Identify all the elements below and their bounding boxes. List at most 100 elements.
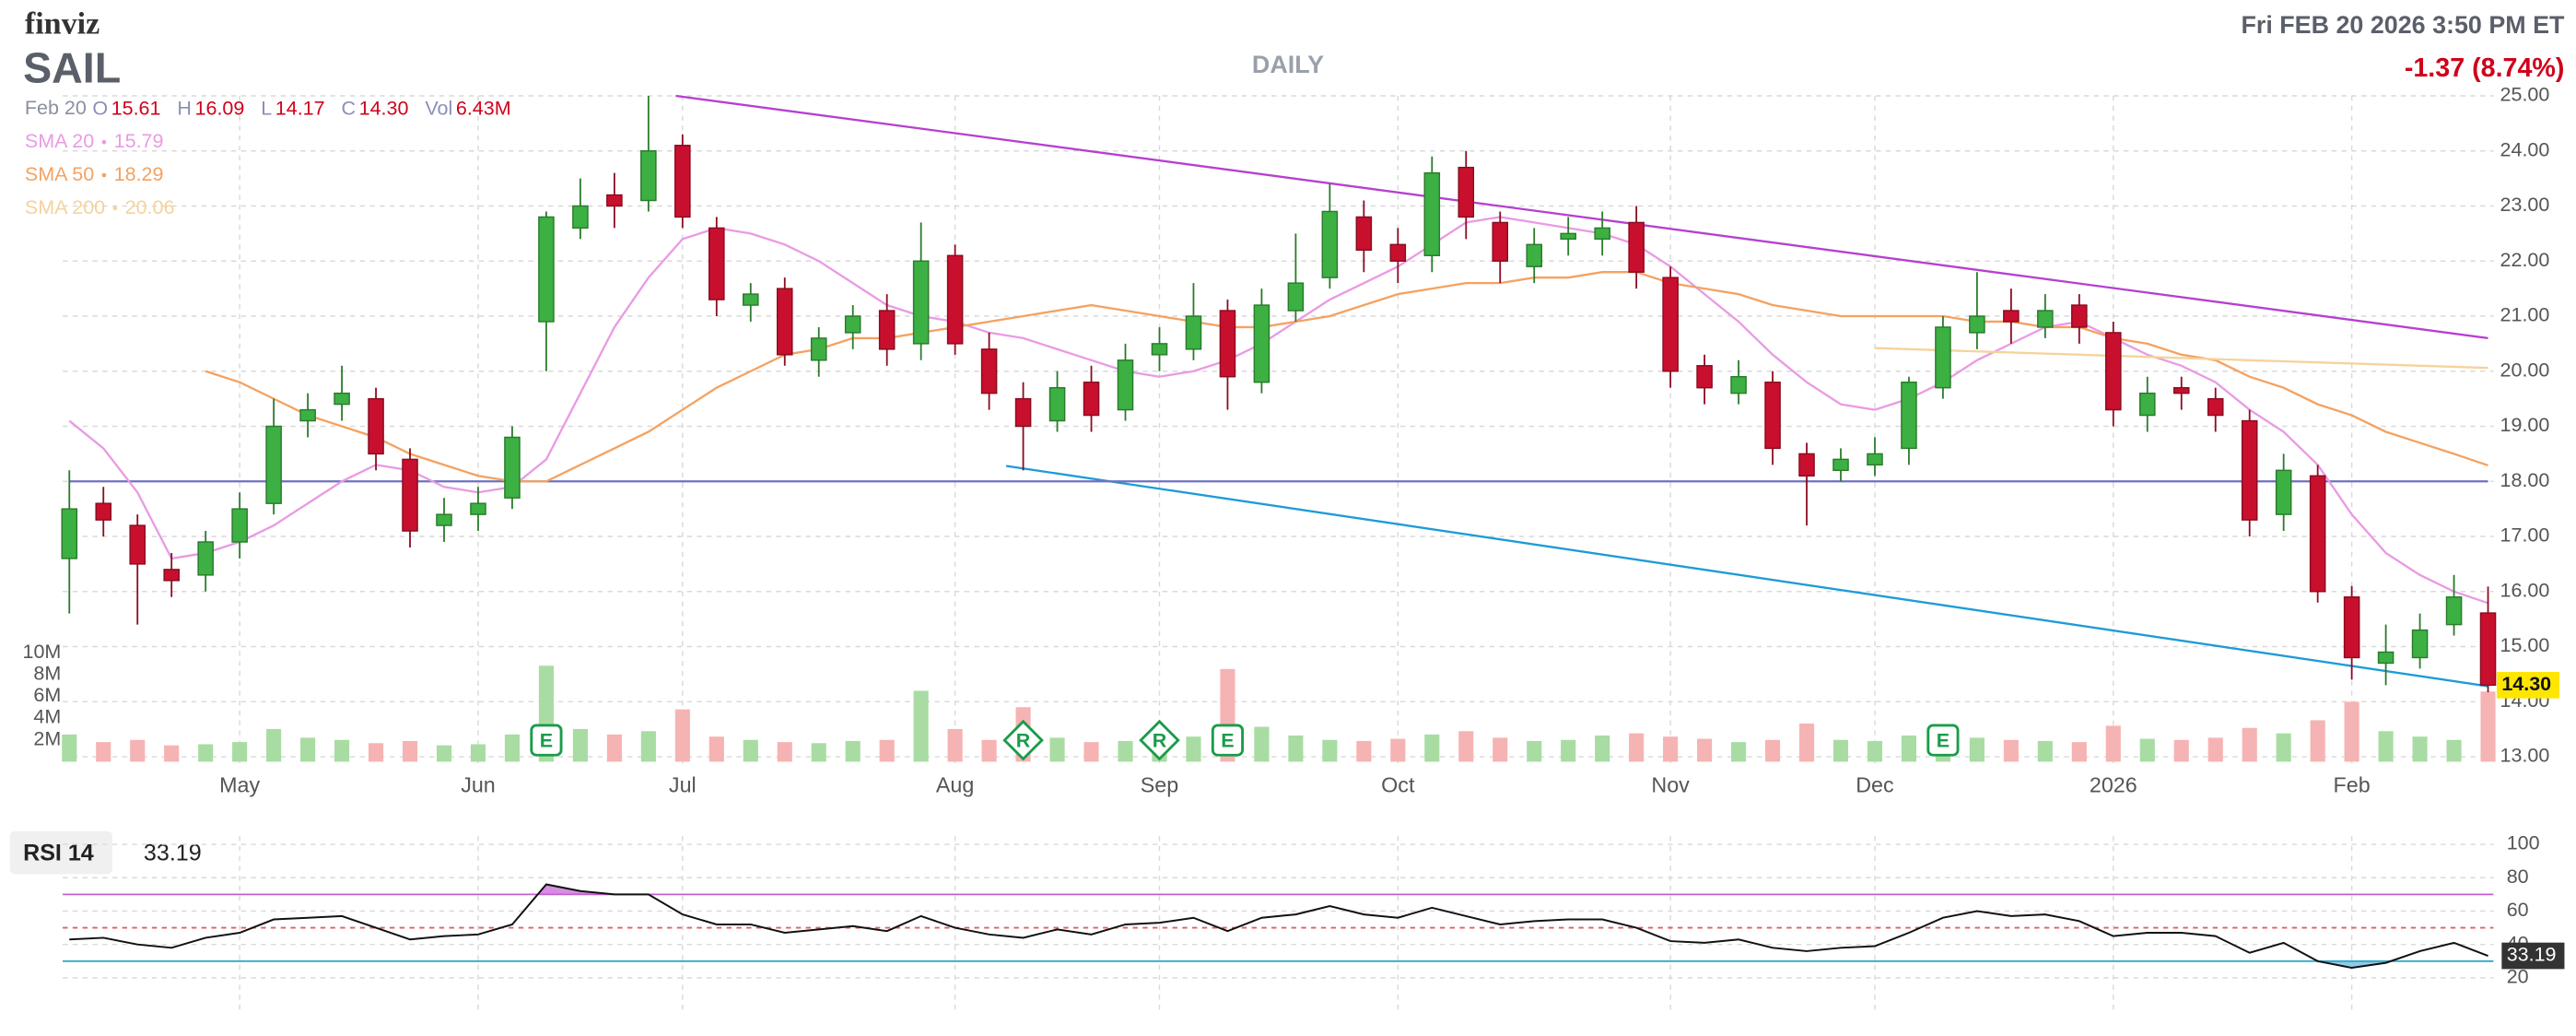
volume-bar [1118, 740, 1133, 762]
last-price-tag [2496, 672, 2560, 699]
volume-bar [368, 743, 384, 762]
info-label: O [92, 97, 108, 119]
volume-bar [2310, 720, 2325, 762]
candle-body [129, 524, 146, 565]
info-value: 14.30 [359, 97, 409, 119]
rsi-tick-label: 80 [2507, 865, 2529, 888]
datetime: Fri FEB 20 2026 3:50 PM ET [2241, 11, 2565, 39]
candle-body [231, 508, 248, 543]
last-price-label: 14.30 [2501, 673, 2551, 695]
volume-bar [1867, 740, 1883, 762]
volume-bar [96, 742, 111, 762]
y-tick-label: 21.00 [2500, 304, 2550, 326]
candle-body [436, 513, 452, 526]
sma-dot [101, 139, 107, 145]
volume-bar [2037, 740, 2053, 762]
x-tick-label: Aug [936, 772, 974, 796]
volume-bar [1288, 736, 1304, 762]
candle-body [2003, 310, 2020, 323]
sma-name: SMA 50 [25, 163, 94, 185]
volume-bar [2378, 731, 2394, 762]
candle-body [776, 288, 793, 356]
info-value: 15.61 [111, 97, 161, 119]
sma-line [1874, 347, 2488, 370]
candle-body [538, 216, 555, 323]
volume-tick-label: 10M [22, 641, 61, 663]
candle-body [1321, 210, 1339, 278]
y-tick-label: 25.00 [2500, 84, 2550, 106]
candle-body [1764, 381, 1781, 450]
y-tick-label: 15.00 [2500, 634, 2550, 656]
volume-bar [2071, 742, 2087, 762]
volume-bar [2173, 739, 2189, 762]
event-label: R [1016, 730, 1031, 752]
candle-body [470, 502, 486, 515]
rsi-line [69, 883, 2488, 970]
price-change: -1.37 (8.74%) [2405, 53, 2565, 83]
candle-body [1083, 381, 1100, 417]
y-tick-label: 18.00 [2500, 469, 2550, 491]
rsi-tick-label: 100 [2507, 832, 2540, 854]
candle-body [912, 260, 930, 345]
candle-body [674, 145, 691, 218]
candle-body [1014, 397, 1032, 428]
volume-bar [777, 742, 792, 762]
rsi-oversold-fill [2317, 960, 2391, 969]
candle-body [572, 205, 589, 230]
y-tick-label: 22.00 [2500, 249, 2550, 271]
candle-body [810, 337, 827, 361]
sma-dot [101, 172, 107, 178]
event-label: E [1221, 730, 1234, 752]
volume-bar [947, 728, 963, 762]
volume-tick-label: 2M [33, 727, 61, 749]
volume-bar [879, 739, 895, 762]
info-label: H [177, 97, 192, 119]
sma-legend: SMA 50 18.29 [25, 163, 164, 185]
volume-bar [300, 737, 316, 762]
volume-bar [640, 731, 656, 762]
x-tick-label: Jun [461, 772, 496, 796]
candle-body [878, 310, 896, 350]
candle-body [743, 293, 759, 306]
volume-bar [1390, 738, 1406, 762]
volume-bar [1424, 734, 1440, 762]
rsi-tag [2501, 942, 2565, 970]
x-tick-label: Feb [2334, 772, 2371, 796]
candle-body [946, 254, 964, 345]
event-marker [1002, 719, 1044, 761]
sma-value: 18.29 [114, 163, 164, 185]
volume-bar [606, 734, 622, 762]
candle-body [1117, 359, 1134, 411]
volume-bar [266, 728, 282, 762]
candle-body [1798, 453, 1815, 477]
volume-tick-label: 6M [33, 684, 61, 706]
candle-body [2275, 469, 2292, 515]
candle-body [1560, 232, 1576, 241]
volume-bar [845, 740, 861, 762]
volume-bar [436, 745, 452, 762]
candle-body [1492, 221, 1509, 262]
y-tick-label: 13.00 [2500, 745, 2550, 767]
logo[interactable]: finviz [25, 6, 100, 41]
candle-body [265, 425, 282, 504]
volume-bar [1186, 736, 1201, 762]
sma-name: SMA 20 [25, 130, 94, 152]
volume-bar [2412, 736, 2428, 762]
info-value: 16.09 [195, 97, 245, 119]
volume-bar [913, 690, 929, 762]
event-marker [1139, 719, 1180, 761]
volume-bar [1832, 739, 1849, 762]
info-label: C [342, 97, 357, 119]
candle-body [2377, 651, 2395, 665]
candle-body [2037, 310, 2054, 328]
candle-body [2479, 612, 2497, 687]
rsi-label: RSI 14 [23, 840, 94, 865]
candle-body [2241, 419, 2258, 521]
volume-bar [1764, 739, 1781, 762]
volume-bar [504, 734, 521, 762]
candle-body [1048, 386, 1066, 422]
candle-body [2343, 596, 2360, 659]
candle-body [844, 315, 861, 334]
info-value: 6.43M [456, 97, 511, 119]
sma-legend: SMA 200 20.06 [25, 196, 175, 218]
